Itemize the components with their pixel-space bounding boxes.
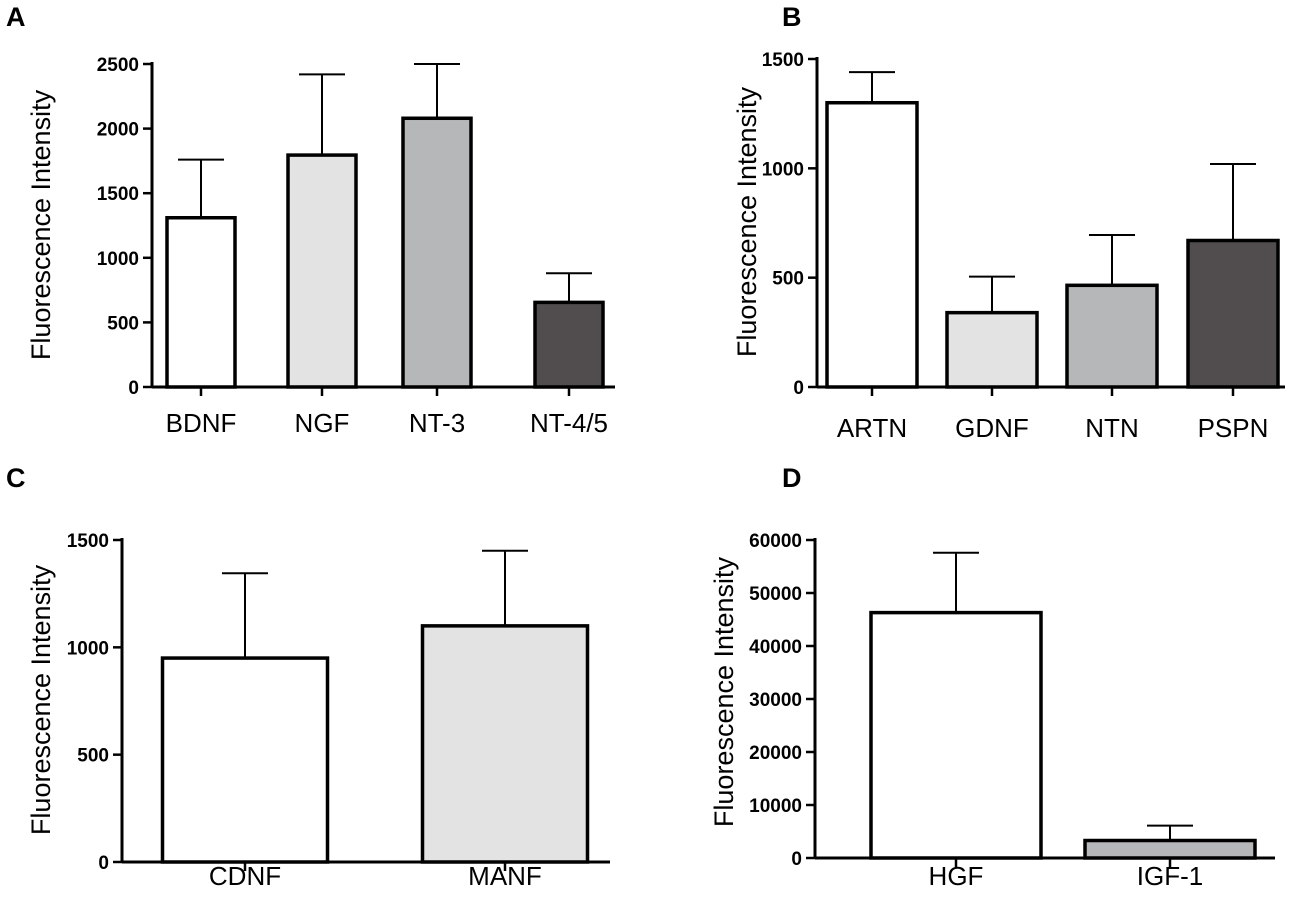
y-tick-label: 1500 [67,531,109,552]
y-tick-label: 30000 [749,690,802,711]
y-tick-label: 50000 [749,584,802,605]
y-axis-label: Fluorescence Intensity [732,86,762,357]
bar-ntn [1065,283,1159,389]
x-tick-label: BDNF [166,408,237,438]
panel-letter: B [782,2,802,32]
bar-pspn [1186,238,1280,389]
x-tick-label: CDNF [209,861,281,891]
bar-igf-1 [1083,838,1257,860]
panel-a: A Fluorescence Intensity 0 500 1000 1500 2000 2… [6,2,615,438]
y-tick-label: 0 [791,849,802,870]
y-tick-label: 1000 [67,638,109,659]
y-axis-label: Fluorescence Intensity [26,564,56,835]
bar-artn [825,100,919,389]
y-tick-label: 2500 [97,55,139,76]
bar-manf [420,624,590,864]
x-tick-label: MANF [468,861,542,891]
bar-nt-3 [401,116,473,389]
y-tick-label: 0 [793,378,804,399]
x-tick-label: ARTN [837,413,907,443]
panel-d: D Fluorescence Intensity 0 10000 20000 30000 4… [709,463,1275,891]
bar-bdnf [165,215,237,389]
x-tick-label: NT-4/5 [530,408,608,438]
x-tick-label: NGF [295,408,350,438]
y-tick-label: 1500 [97,184,139,205]
bar-ngf [286,153,358,389]
x-tick-label: NT-3 [409,408,465,438]
panel-letter: A [6,2,26,32]
y-tick-label: 1500 [762,50,804,71]
bar-nt-4/5 [533,300,605,389]
y-tick-label: 60000 [749,531,802,552]
y-tick-label: 0 [128,378,139,399]
bar-cdnf [160,656,330,864]
x-tick-label: PSPN [1198,413,1269,443]
panel-c: C Fluorescence Intensity 0 500 1000 1500 CDNF M… [6,463,610,891]
bar-gdnf [945,310,1039,389]
y-tick-label: 500 [772,269,804,290]
y-tick-label: 10000 [749,796,802,817]
y-tick-label: 1000 [762,159,804,180]
y-axis-label: Fluorescence Intensity [709,556,739,827]
y-tick-label: 2000 [97,120,139,141]
y-tick-label: 1000 [97,249,139,270]
x-tick-label: GDNF [955,413,1029,443]
panel-b: B Fluorescence Intensity 0 500 1000 1500 ARTN G… [732,2,1285,443]
y-tick-label: 500 [107,313,139,334]
x-tick-label: IGF-1 [1137,861,1203,891]
bar-hgf [869,610,1043,860]
y-tick-label: 500 [77,746,109,767]
x-tick-label: HGF [929,861,984,891]
y-tick-label: 40000 [749,637,802,658]
panel-letter: C [6,463,26,493]
panel-letter: D [782,463,802,493]
y-tick-label: 20000 [749,743,802,764]
x-tick-label: NTN [1085,413,1138,443]
y-tick-label: 0 [98,853,109,874]
y-axis-label: Fluorescence Intensity [26,89,56,360]
